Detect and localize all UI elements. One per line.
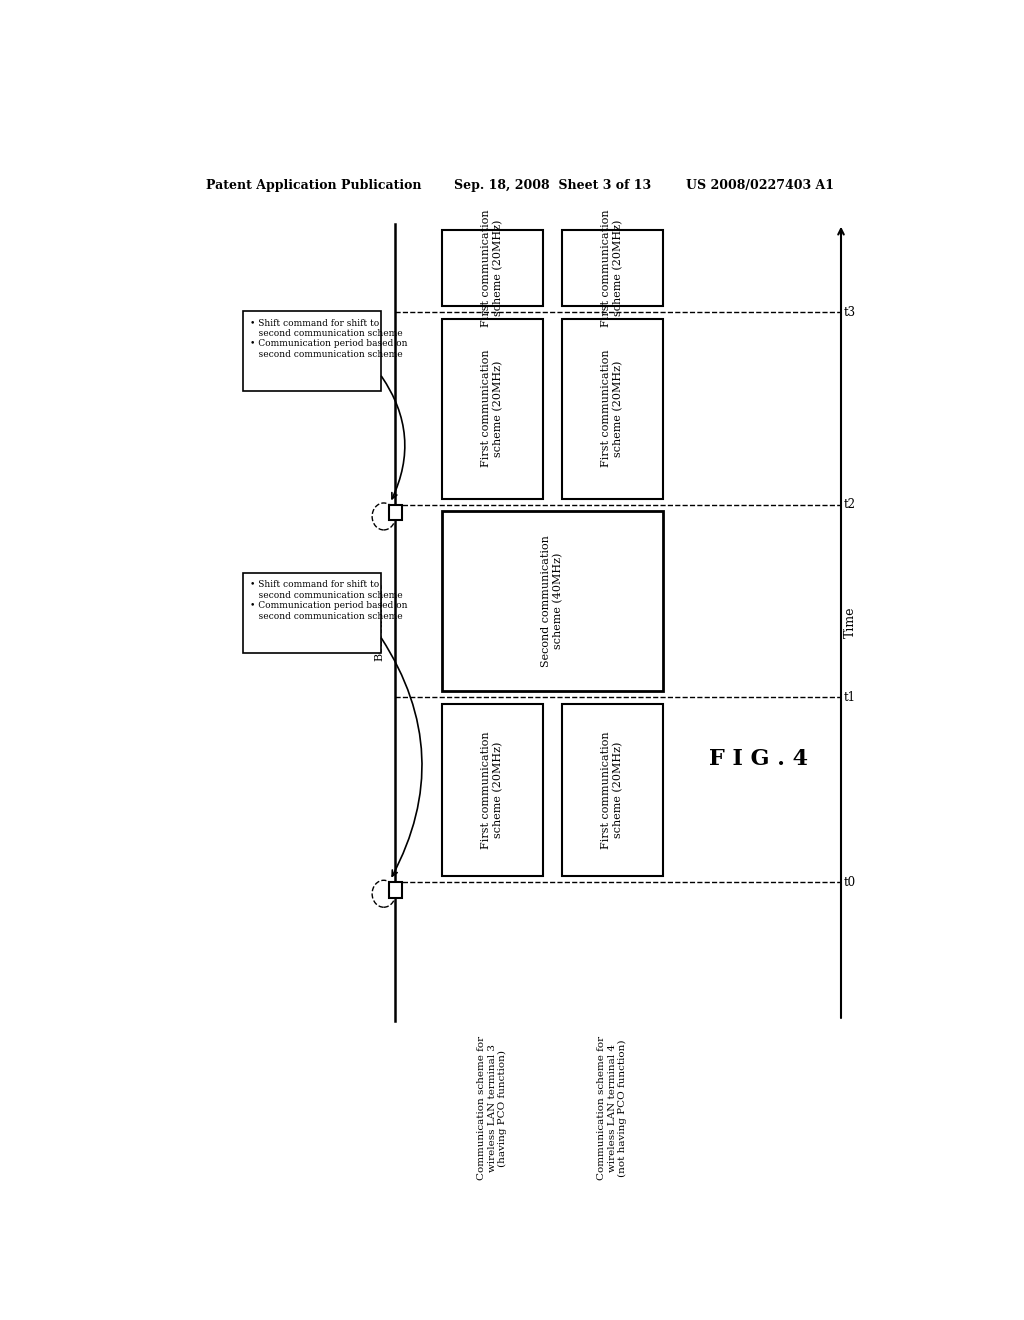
Text: First communication
scheme (20MHz): First communication scheme (20MHz) bbox=[481, 210, 503, 327]
Bar bbox=[442, 318, 543, 499]
Text: First communication
scheme (20MHz): First communication scheme (20MHz) bbox=[601, 350, 624, 467]
Text: Beacon frame: Beacon frame bbox=[375, 583, 385, 661]
Text: Communication scheme for
wireless LAN terminal 4
(not having PCO function): Communication scheme for wireless LAN te… bbox=[597, 1036, 628, 1180]
Text: F I G . 4: F I G . 4 bbox=[710, 748, 808, 770]
Text: US 2008/0227403 A1: US 2008/0227403 A1 bbox=[686, 178, 834, 191]
Text: First communication
scheme (20MHz): First communication scheme (20MHz) bbox=[601, 210, 624, 327]
Ellipse shape bbox=[372, 503, 395, 529]
FancyBboxPatch shape bbox=[243, 573, 381, 653]
FancyBboxPatch shape bbox=[243, 312, 381, 391]
Text: First communication
scheme (20MHz): First communication scheme (20MHz) bbox=[481, 350, 503, 467]
Bar bbox=[442, 511, 663, 692]
Bar bbox=[442, 230, 543, 306]
Text: • Shift command for shift to
   second communication scheme
• Communication peri: • Shift command for shift to second comm… bbox=[251, 318, 408, 359]
Text: Second communication
scheme (40MHz): Second communication scheme (40MHz) bbox=[542, 535, 563, 667]
Text: First communication
scheme (20MHz): First communication scheme (20MHz) bbox=[481, 731, 503, 849]
Text: Sep. 18, 2008  Sheet 3 of 13: Sep. 18, 2008 Sheet 3 of 13 bbox=[454, 178, 650, 191]
Bar bbox=[562, 704, 663, 876]
Text: t0: t0 bbox=[844, 875, 855, 888]
Bar bbox=[442, 704, 543, 876]
Text: • Shift command for shift to
   second communication scheme
• Communication peri: • Shift command for shift to second comm… bbox=[251, 581, 408, 620]
Text: Time: Time bbox=[844, 607, 857, 638]
Bar bbox=[562, 230, 663, 306]
Text: t1: t1 bbox=[844, 690, 855, 704]
Text: First communication
scheme (20MHz): First communication scheme (20MHz) bbox=[601, 731, 624, 849]
Bar bbox=[389, 506, 401, 520]
Text: t3: t3 bbox=[844, 306, 855, 319]
Bar bbox=[562, 318, 663, 499]
Text: Patent Application Publication: Patent Application Publication bbox=[206, 178, 421, 191]
Text: Communication scheme for
wireless LAN terminal 3
(having PCO function): Communication scheme for wireless LAN te… bbox=[477, 1036, 507, 1180]
Bar bbox=[389, 882, 401, 898]
Ellipse shape bbox=[372, 880, 395, 907]
Text: t2: t2 bbox=[844, 499, 855, 511]
